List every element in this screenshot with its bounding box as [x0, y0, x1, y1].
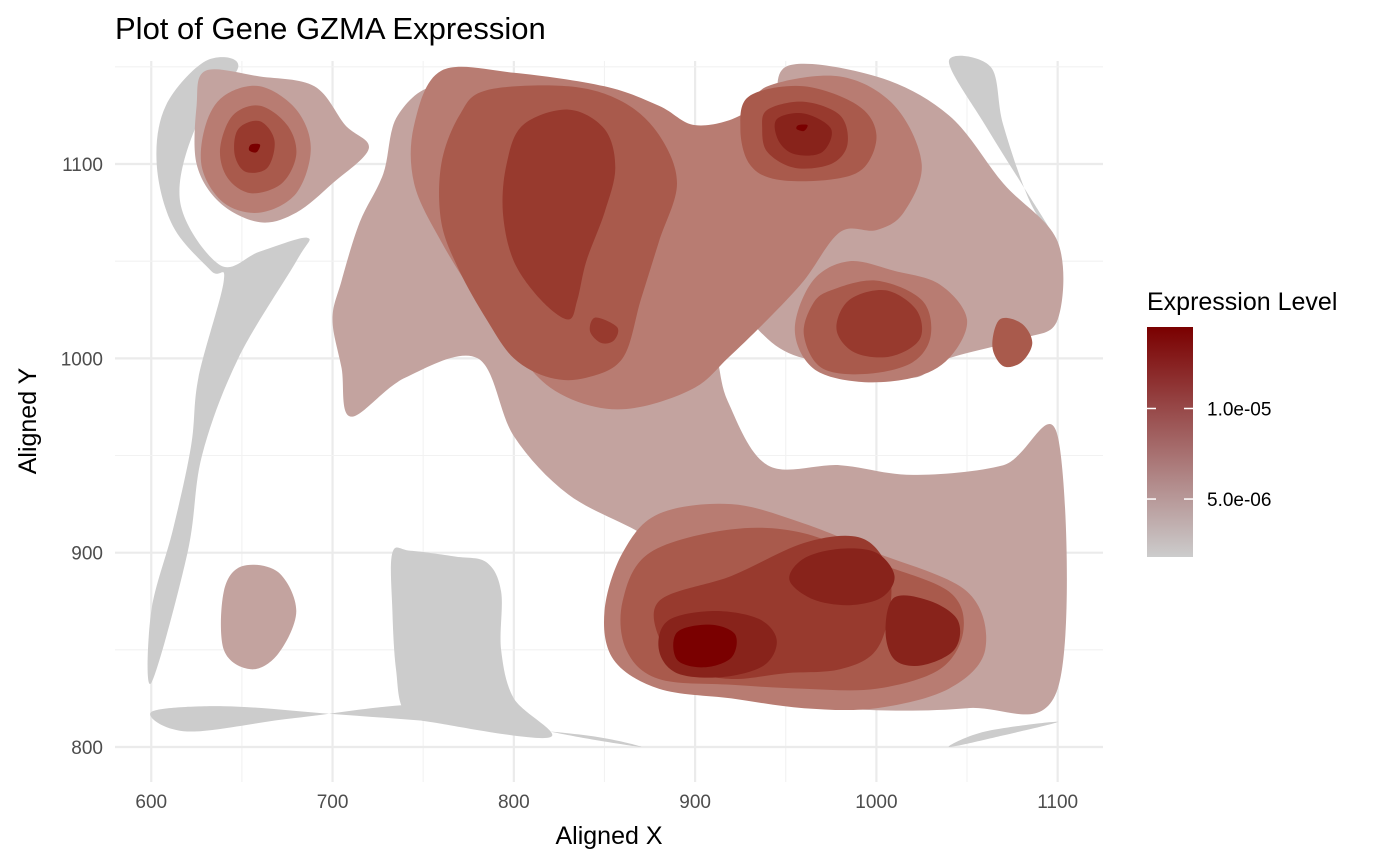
contour-band-level-0: [390, 547, 553, 739]
y-tick-label: 1100: [62, 155, 103, 176]
y-axis-title: Aligned Y: [14, 367, 42, 474]
contour-band-level-6: [248, 143, 261, 153]
contour-band-level-4: [502, 109, 616, 320]
contour-band-level-5: [774, 113, 832, 156]
legend-title: Expression Level: [1147, 288, 1337, 316]
x-tick-label: 1100: [1037, 792, 1078, 813]
x-axis-title: Aligned X: [555, 822, 662, 850]
y-tick-label: 900: [71, 544, 103, 565]
legend-tick-label: 1.0e-05: [1207, 399, 1271, 420]
contour-band-level-4: [836, 289, 923, 358]
contour-band-level-5: [885, 595, 961, 666]
y-axis: 800 900 1000 1100: [61, 155, 103, 759]
legend-colorbar: [1147, 327, 1193, 557]
x-tick-label: 1000: [855, 792, 897, 813]
x-tick-label: 800: [498, 792, 530, 813]
y-tick-label: 800: [71, 738, 103, 759]
contour-band-level-0: [147, 57, 310, 685]
contour-band-level-4: [589, 317, 619, 344]
contour-band-level-0: [948, 55, 1058, 243]
contour-band-level-5: [789, 548, 895, 606]
x-tick-label: 600: [135, 792, 167, 813]
chart-title: Plot of Gene GZMA Expression: [115, 11, 546, 46]
contour-band-level-0: [948, 721, 1058, 748]
plot-area: [147, 55, 1067, 748]
x-tick-label: 700: [317, 792, 349, 813]
contour-band-level-6: [673, 624, 737, 668]
contour-band-level-1: [220, 564, 297, 670]
legend-ticks: 5.0e-06 1.0e-05: [1147, 399, 1271, 511]
x-tick-label: 900: [679, 792, 711, 813]
x-axis: 600 700 800 900 1000 1100: [135, 792, 1078, 813]
legend-tick-label: 5.0e-06: [1207, 490, 1271, 511]
contour-band-level-6: [796, 124, 808, 132]
y-tick-label: 1000: [61, 349, 103, 370]
contour-band-level-3: [992, 317, 1033, 368]
legend: Expression Level 5.0e-06 1.0e-05: [1147, 288, 1337, 557]
contour-band-level-0: [150, 703, 642, 748]
